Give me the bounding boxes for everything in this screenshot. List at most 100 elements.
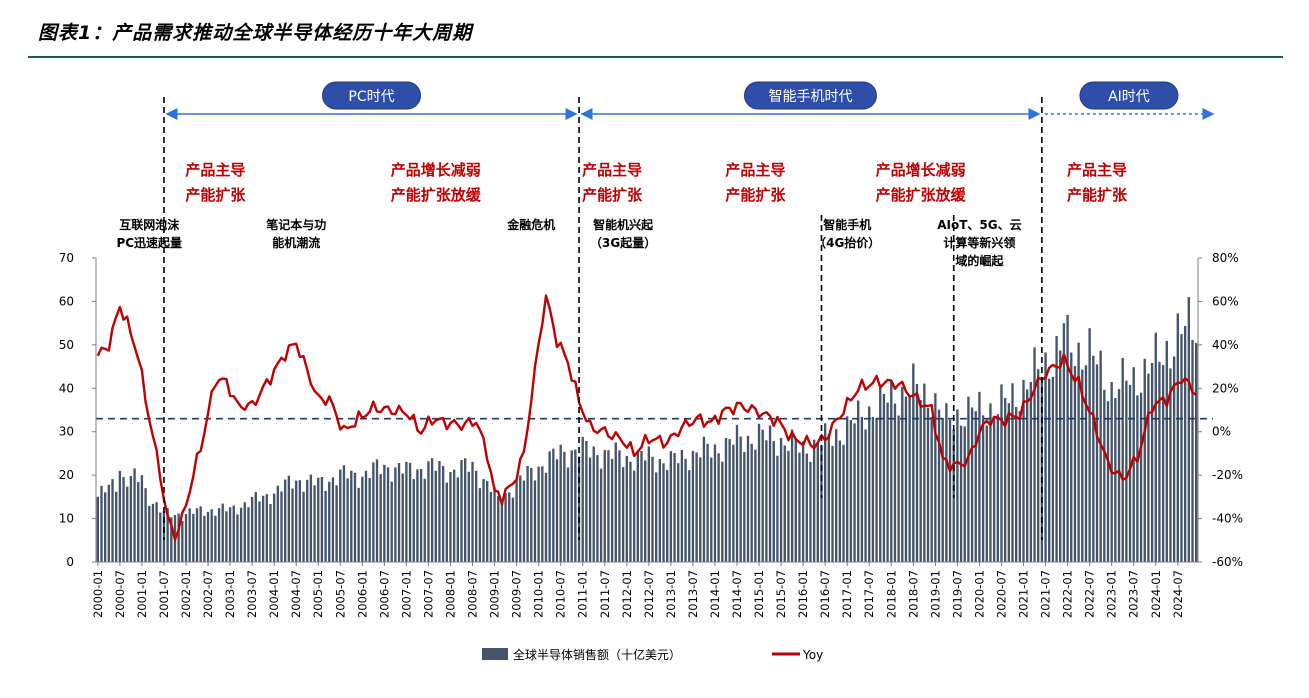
sales-bar [640,451,643,562]
sales-bar [188,508,191,562]
sales-bar [699,457,702,562]
sales-bar [1077,342,1080,562]
left-tick-label: 70 [59,251,74,265]
sales-bar [166,508,169,562]
x-tick-label: 2012-07 [642,570,656,618]
x-tick-label: 2003-01 [223,570,237,618]
sales-bar [342,465,346,562]
axes: 0 10 20 30 40 50 60 70 -60% -40% -20% 0% 20% 40% 60% 80… [59,251,1243,618]
sales-bar [184,514,188,562]
x-tick-label: 2000-01 [91,570,105,618]
sales-bar [353,472,357,562]
sales-bar [981,415,985,562]
sales-bar [588,457,592,562]
sales-bar [460,460,463,562]
right-tick-label: -20% [1212,468,1243,482]
sales-bar [419,468,423,562]
sales-bar [552,448,555,562]
sales-bar [1026,389,1029,562]
sales-bar [629,461,632,562]
event-annotation: 计算等新兴领 [943,235,1015,250]
sales-bar [397,463,401,562]
sales-bar [1191,339,1194,562]
event-annotation: （4G抬价） [814,235,880,250]
sales-bar [1132,367,1135,562]
sales-bar [364,470,368,562]
sales-bar [757,423,761,562]
sales-bar [798,452,801,562]
sales-bar [1073,366,1077,562]
sales-bar [276,485,279,562]
sales-bar [728,439,731,562]
sales-bar [610,458,614,562]
sales-bar [170,517,173,562]
sales-bar [1180,334,1183,562]
x-tick-label: 2016-01 [796,570,810,618]
sales-bar [669,451,673,562]
sales-bar [302,491,305,562]
title-rule [28,56,1283,58]
sales-bar [324,490,327,562]
sales-bar [1051,376,1055,562]
legend-bar-label: 全球半导体销售额（十亿美元） [513,647,681,662]
sales-bar [1158,361,1161,562]
sales-bar [790,429,794,562]
sales-bar [658,459,662,562]
sales-bar [265,494,268,562]
sales-bar [1037,369,1040,562]
x-tick-label: 2020-01 [972,570,986,618]
sales-bar [118,470,122,562]
sales-bar [541,466,544,562]
sales-bar [776,455,779,562]
sales-bar [772,441,775,562]
sales-bar [1033,347,1036,562]
sales-bar [155,502,158,562]
sales-bar [835,429,838,562]
x-tick-label: 2019-07 [950,570,964,618]
x-tick-label: 2020-07 [995,570,1009,618]
sales-bar [655,472,658,562]
x-tick-label: 2021-01 [1017,570,1031,618]
legend-bar-swatch [482,648,508,660]
sales-bar [614,442,617,562]
sales-bar [875,417,878,562]
sales-bar [504,493,507,562]
era-label: AI时代 [1108,89,1150,105]
sales-bar [1147,373,1150,562]
sales-bar [974,411,977,562]
sales-bar [456,477,459,562]
sales-bar [970,407,974,562]
x-tick-label: 2002-01 [179,570,193,618]
sales-bar [585,440,588,562]
sales-bar [930,416,933,562]
sales-bar [1136,395,1139,562]
right-tick-label: 20% [1212,381,1239,395]
era-banners: PC时代 智能手机时代 AI时代 [165,81,1215,120]
x-tick-label: 2019-01 [928,570,942,618]
sales-bar [526,465,529,562]
sales-bar [232,505,235,562]
sales-bar [239,507,243,562]
sales-bar [1088,328,1091,562]
sales-bar [666,470,669,562]
sales-bar [486,481,489,562]
legend-line-label: Yoy [802,648,823,662]
phase-annotation: 产品增长减弱 [876,161,966,179]
x-tick-label: 2005-01 [311,570,325,618]
event-annotation: AIoT、5G、云 [937,218,1021,232]
sales-bar [122,477,125,562]
x-tick-label: 2006-07 [377,570,391,618]
sales-bar [563,451,566,562]
sales-bar [842,444,845,562]
sales-bar [313,485,316,562]
sales-bar [864,429,867,562]
left-tick-label: 60 [59,294,74,308]
sales-bar [537,466,540,562]
x-tick-label: 2001-07 [157,570,171,618]
x-tick-label: 2022-07 [1083,570,1097,618]
sales-bar [768,425,772,562]
sales-bar [493,487,496,562]
sales-bar [632,470,636,562]
